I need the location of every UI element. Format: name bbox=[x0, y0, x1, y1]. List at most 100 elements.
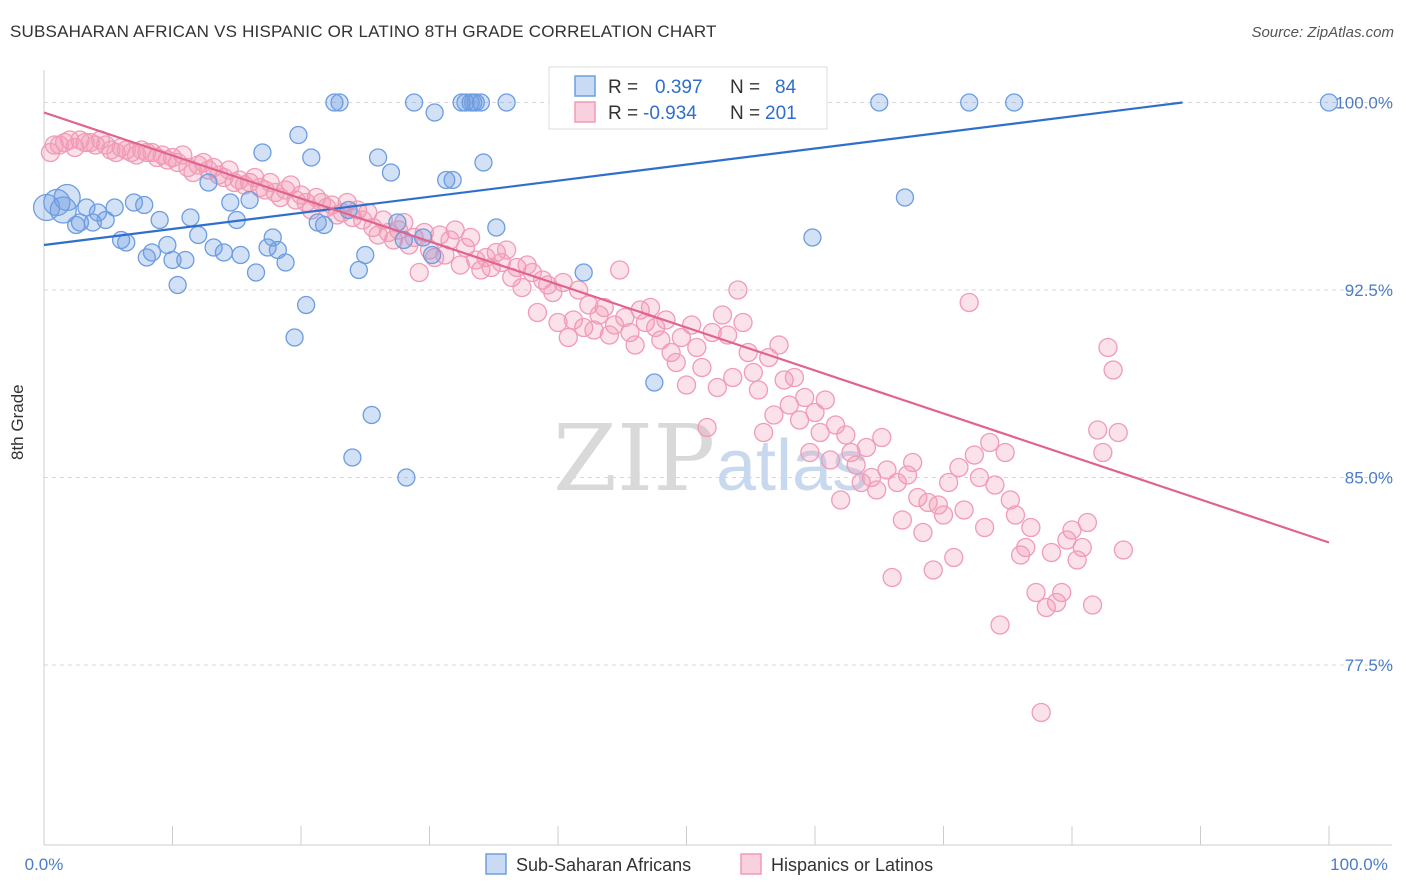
y-tick-label: 100.0% bbox=[1335, 94, 1393, 113]
hispanic-point bbox=[604, 315, 625, 335]
hispanic-point bbox=[697, 417, 717, 438]
hispanic-point bbox=[615, 307, 635, 328]
hispanic-point bbox=[933, 505, 954, 525]
subsaharan-point bbox=[221, 193, 240, 212]
hispanic-point bbox=[1021, 517, 1041, 538]
subsaharan-point bbox=[803, 228, 822, 247]
subsaharan-point bbox=[214, 243, 234, 262]
subsaharan-point bbox=[487, 218, 506, 237]
hispanic-point bbox=[820, 450, 841, 470]
watermark-atlas: atlas bbox=[716, 426, 868, 506]
hispanic-point bbox=[974, 517, 995, 538]
series-legend-pink-swatch bbox=[740, 853, 762, 875]
hispanic-point bbox=[825, 415, 846, 435]
grid-lines bbox=[44, 102, 1392, 666]
hispanic-point bbox=[1103, 360, 1123, 380]
hispanic-point bbox=[990, 615, 1010, 635]
subsaharan-point bbox=[895, 188, 915, 207]
subsaharan-point bbox=[422, 245, 442, 265]
hispanic-point bbox=[450, 255, 470, 275]
hispanic-point bbox=[1067, 550, 1087, 570]
stats-legend: R = 0.397 N = 84 R = -0.934 N = 201 bbox=[548, 66, 828, 130]
subsaharan-point bbox=[404, 93, 424, 112]
hispanic-point bbox=[753, 422, 774, 443]
hispanic-point bbox=[959, 292, 979, 313]
hispanic-point bbox=[887, 472, 907, 493]
subsaharan-point bbox=[1005, 93, 1024, 112]
subsaharan-point bbox=[394, 230, 413, 250]
series-legend-blue-swatch bbox=[485, 853, 507, 875]
hispanic-point bbox=[712, 305, 733, 325]
hispanic-point bbox=[944, 547, 964, 568]
chart-title: SUBSAHARAN AFRICAN VS HISPANIC OR LATINO… bbox=[10, 22, 717, 41]
hispanic-point bbox=[1000, 490, 1020, 510]
hispanic-point bbox=[723, 367, 743, 388]
subsaharan-point bbox=[302, 148, 321, 167]
hispanic-point bbox=[1052, 582, 1072, 603]
hispanic-point bbox=[810, 422, 830, 443]
legend-pink-r-value: -0.934 bbox=[643, 103, 697, 124]
hispanic-point bbox=[579, 295, 599, 315]
hispanic-point bbox=[563, 310, 584, 330]
hispanic-point bbox=[1026, 582, 1046, 603]
subsaharan-point bbox=[285, 328, 304, 347]
subsaharan-point bbox=[471, 93, 491, 112]
legend-blue-swatch bbox=[574, 75, 596, 97]
series-legend-blue-label: Sub-Saharan Africans bbox=[516, 855, 691, 875]
hispanic-point bbox=[851, 472, 871, 493]
x-tick-label: 100.0% bbox=[1330, 855, 1388, 874]
legend-blue-r-label: R = bbox=[608, 77, 638, 98]
subsaharan-point bbox=[497, 93, 516, 112]
tick-labels: 77.5% 85.0% 92.5% 100.0% 0.0% 100.0% bbox=[25, 94, 1393, 875]
subsaharan-point bbox=[443, 170, 462, 190]
hispanic-point bbox=[892, 510, 913, 530]
legend-blue-r-value: 0.397 bbox=[655, 77, 703, 98]
hispanic-point bbox=[995, 442, 1015, 463]
subsaharan-point bbox=[246, 263, 266, 282]
subsaharan-point bbox=[343, 448, 362, 467]
subsaharan-point bbox=[325, 93, 344, 112]
subsaharan-point bbox=[199, 173, 218, 192]
hispanic-point bbox=[897, 465, 918, 485]
hispanic-point bbox=[54, 132, 75, 153]
subsaharan-point bbox=[474, 153, 493, 172]
hispanic-point bbox=[913, 522, 933, 543]
hispanic-point bbox=[460, 227, 481, 248]
legend-pink-n-value: 201 bbox=[765, 103, 797, 124]
hispanic-point bbox=[938, 472, 959, 493]
watermark-zip: ZIP bbox=[553, 405, 715, 512]
hispanic-point bbox=[815, 390, 835, 410]
hispanic-point bbox=[733, 312, 753, 333]
hispanic-point bbox=[954, 500, 974, 520]
hispanic-point bbox=[568, 280, 589, 300]
subsaharan-point bbox=[135, 195, 154, 215]
legend-blue-n-label: N = bbox=[730, 77, 760, 98]
hispanic-point bbox=[1036, 597, 1056, 618]
hispanic-point bbox=[856, 437, 877, 458]
watermark: ZIP atlas bbox=[553, 405, 868, 512]
subsaharan-point bbox=[176, 250, 195, 270]
hispanic-point bbox=[743, 362, 763, 383]
subsaharan-point bbox=[163, 250, 182, 270]
hispanic-point bbox=[923, 560, 943, 580]
subsaharan-point bbox=[960, 93, 979, 112]
subsaharan-point bbox=[397, 468, 416, 487]
hispanic-point bbox=[1113, 540, 1134, 560]
hispanic-point bbox=[831, 490, 851, 510]
hispanic-point bbox=[764, 405, 784, 425]
hispanic-point bbox=[738, 342, 758, 363]
subsaharan-point bbox=[137, 248, 156, 267]
hispanic-point bbox=[877, 460, 897, 480]
subsaharan-point bbox=[240, 190, 259, 210]
hispanic-point bbox=[964, 445, 984, 465]
hispanic-trend-line bbox=[43, 111, 1330, 544]
hispanic-point bbox=[861, 467, 882, 488]
subsaharan-point bbox=[368, 148, 388, 167]
hispanic-point bbox=[795, 387, 815, 408]
subsaharan-point bbox=[253, 143, 272, 162]
y-tick-label: 77.5% bbox=[1345, 656, 1393, 675]
hispanic-point bbox=[409, 262, 429, 283]
y-tick-label: 92.5% bbox=[1345, 281, 1393, 300]
subsaharan-point bbox=[276, 253, 295, 272]
subsaharan-point bbox=[362, 405, 381, 425]
